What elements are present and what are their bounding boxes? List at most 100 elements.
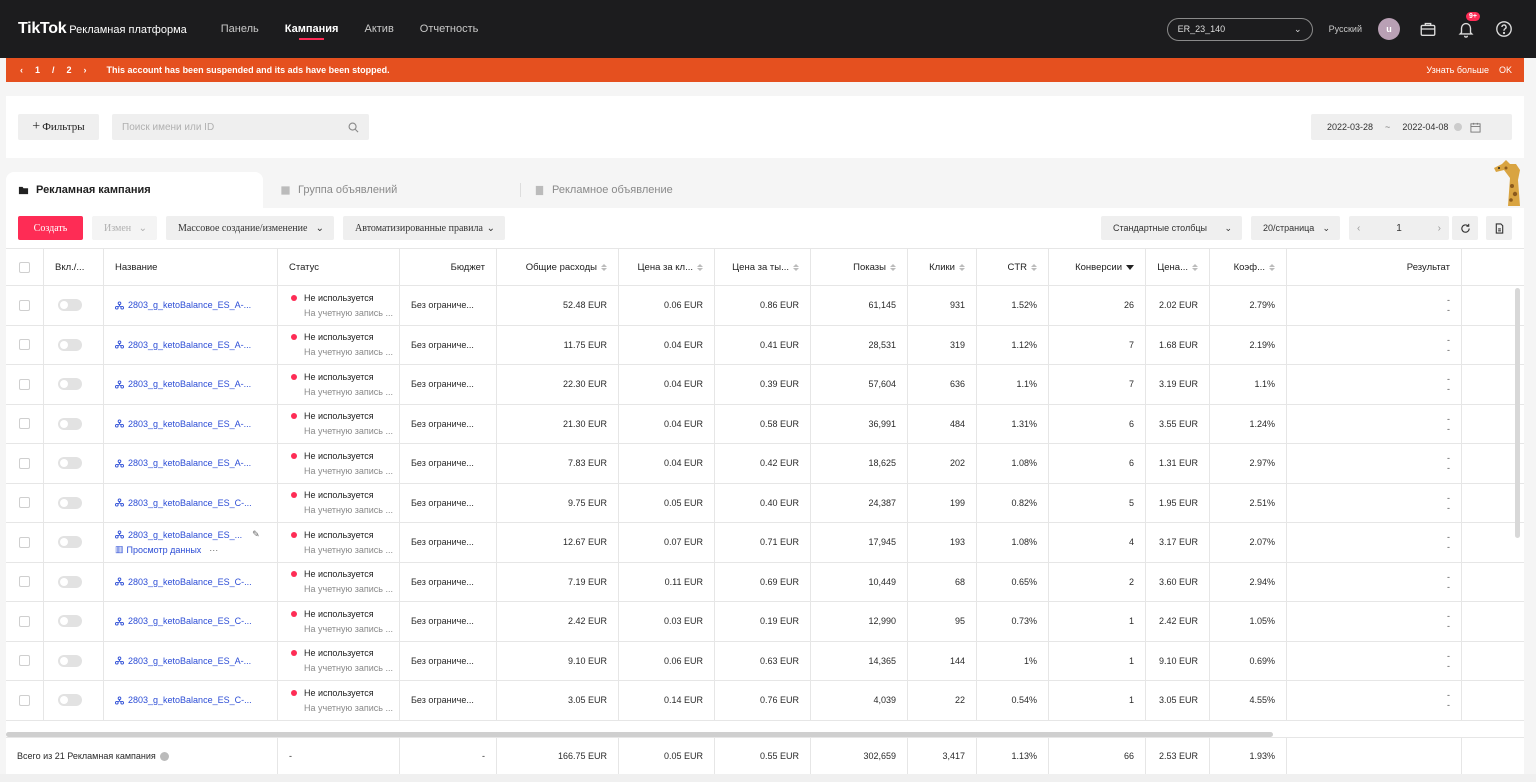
export-button[interactable] [1486,216,1512,240]
row-checkbox[interactable] [19,536,30,548]
nav-campaign[interactable]: Кампания [285,0,338,58]
col-spend-header[interactable]: Общие расходы [497,249,619,285]
col-ctr-header[interactable]: CTR [977,249,1049,285]
col-cvr-header[interactable]: Коэф... [1210,249,1287,285]
tab-ad-group[interactable]: Группа объявлений [280,172,397,208]
horizontal-scrollbar[interactable] [6,732,1273,737]
automated-rules-dropdown[interactable]: Автоматизированные правила ⌄ [343,216,505,240]
campaign-name-link[interactable]: 2803_g_ketoBalance_ES_A-... [115,300,251,310]
campaign-toggle[interactable] [58,496,82,509]
bulk-edit-dropdown[interactable]: Массовое создание/изменение ⌄ [166,216,334,240]
more-icon[interactable]: ··· [209,544,219,555]
row-checkbox[interactable] [19,694,30,706]
notification-bell-icon[interactable]: 9+ [1456,12,1480,39]
refresh-button[interactable] [1452,216,1478,240]
campaign-name-link[interactable]: 2803_g_ketoBalance_ES_A-... [115,458,251,468]
campaign-name-link[interactable]: 2803_g_ketoBalance_ES_A-... [115,656,251,666]
nav-assets[interactable]: Актив [364,23,394,35]
campaign-name-link[interactable]: 2803_g_ketoBalance_ES_... ✎ [115,529,260,540]
cpa-cell: 3.19 EUR [1146,365,1210,404]
status-cell: Не используется На учетную запись ... [278,523,400,562]
row-checkbox[interactable] [19,497,30,509]
onoff-cell [44,641,104,680]
result-cell: -- [1287,562,1462,601]
prev-alert-icon[interactable]: ‹ [20,65,23,75]
row-checkbox[interactable] [19,378,30,390]
date-range-picker[interactable]: 2022-03-28 ~ 2022-04-08 [1311,114,1512,140]
account-selector[interactable]: ER_23_140 ⌄ [1166,17,1313,41]
learn-more-link[interactable]: Узнать больше [1426,65,1489,75]
page-size-dropdown[interactable]: 20/страница ⌄ [1251,216,1340,240]
campaign-name-link[interactable]: 2803_g_ketoBalance_ES_C-... [115,616,252,626]
clicks-cell: 144 [908,641,977,680]
campaign-name-link[interactable]: 2803_g_ketoBalance_ES_A-... [115,379,251,389]
campaign-toggle[interactable] [58,694,82,707]
campaign-toggle[interactable] [58,615,82,628]
nav-reporting[interactable]: Отчетность [419,23,479,35]
campaign-name-link[interactable]: 2803_g_ketoBalance_ES_C-... [115,695,252,705]
col-impressions-header[interactable]: Показы [811,249,908,285]
current-page-input[interactable]: 1 [1396,222,1402,234]
col-clicks: Клики [929,261,955,273]
search-input[interactable]: Поиск имени или ID [112,114,369,140]
status-main: Не используется [291,372,374,382]
row-checkbox[interactable] [19,615,30,627]
cpm-cell: 0.41 EUR [715,325,811,364]
campaign-name: 2803_g_ketoBalance_ES_A-... [128,339,252,350]
campaign-name-link[interactable]: 2803_g_ketoBalance_ES_A-... [115,419,251,429]
clear-date-icon[interactable] [1454,123,1463,131]
campaign-name: 2803_g_ketoBalance_ES_C-... [128,576,252,587]
campaign-name-link[interactable]: 2803_g_ketoBalance_ES_C-... [115,577,252,587]
avatar[interactable]: u [1378,18,1400,40]
campaign-toggle[interactable] [58,417,82,430]
col-cpc-header[interactable]: Цена за кл... [619,249,715,285]
tab-campaign[interactable]: Рекламная кампания [6,172,263,208]
impr-cell: 57,604 [811,365,908,404]
next-alert-icon[interactable]: › [83,65,87,75]
chart-icon: ▥ [115,544,124,555]
nav-dashboard[interactable]: Панель [220,23,259,35]
row-checkbox[interactable] [19,339,30,351]
campaign-toggle[interactable] [58,338,82,351]
campaign-name-link[interactable]: 2803_g_ketoBalance_ES_C-... [115,498,252,508]
col-cpa-header[interactable]: Цена... [1146,249,1210,285]
col-status: Статус [278,249,400,285]
tab-ad[interactable]: Рекламное объявление [534,172,673,208]
cvr-cell: 1.24% [1210,404,1287,443]
alert-ok-button[interactable]: OK [1498,65,1512,75]
spend-cell: 12.67 EUR [497,523,619,562]
next-page-icon[interactable]: › [1437,222,1441,234]
view-data-link[interactable]: ▥ Просмотр данных ··· [115,544,218,555]
campaign-toggle[interactable] [58,457,82,470]
row-checkbox[interactable] [19,457,30,469]
campaign-toggle[interactable] [58,378,82,391]
col-conversions-header[interactable]: Конверсии [1049,249,1146,285]
row-checkbox[interactable] [19,576,30,588]
col-cvr: Коэф... [1233,261,1265,273]
info-icon[interactable] [159,751,169,761]
campaign-toggle[interactable] [58,654,82,667]
edit-pencil-icon[interactable]: ✎ [252,529,260,540]
columns-dropdown[interactable]: Стандартные столбцы ⌄ [1101,216,1242,240]
row-checkbox[interactable] [19,418,30,430]
briefcase-icon[interactable] [1418,19,1438,39]
create-button[interactable]: Создать [18,216,83,240]
row-checkbox[interactable] [19,299,30,311]
select-all-checkbox[interactable] [19,261,30,273]
edit-dropdown[interactable]: Измен ⌄ [92,216,157,240]
campaign-toggle[interactable] [58,575,82,588]
tiktok-ads-logo[interactable]: TikTok Рекламная платформа [18,20,187,38]
vertical-scrollbar[interactable] [1515,288,1520,538]
campaign-name-link[interactable]: 2803_g_ketoBalance_ES_A-... [115,340,251,350]
col-cpm-header[interactable]: Цена за ты... [715,249,811,285]
filters-button[interactable]: + Фильтры [18,114,99,140]
campaign-toggle[interactable] [58,536,82,549]
notification-count-badge: 9+ [1466,12,1480,21]
col-clicks-header[interactable]: Клики [908,249,977,285]
name-cell: 2803_g_ketoBalance_ES_... ✎ ▥ Просмотр да… [104,523,278,562]
help-icon[interactable] [1494,19,1514,39]
row-checkbox[interactable] [19,655,30,667]
campaign-toggle[interactable] [58,299,82,312]
language-selector[interactable]: Русский [1328,24,1362,34]
prev-page-icon[interactable]: ‹ [1357,222,1361,234]
